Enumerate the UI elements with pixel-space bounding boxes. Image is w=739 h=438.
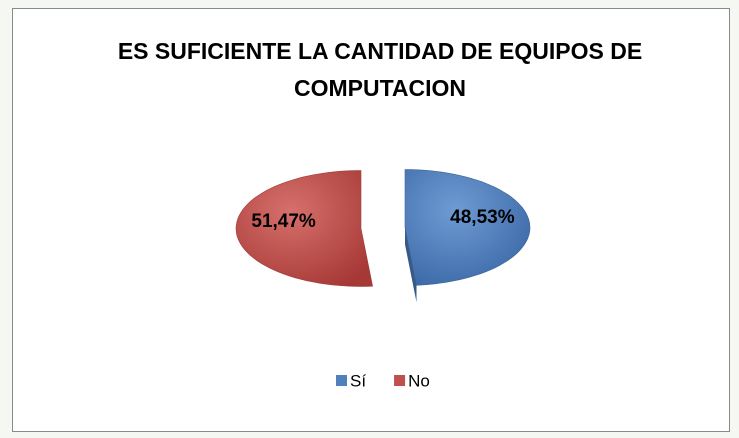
legend-swatch: [394, 375, 406, 386]
data-label: 51,47%: [251, 211, 316, 232]
data-label: 48,53%: [450, 207, 515, 228]
legend-label: No: [408, 371, 430, 390]
chart-area: [12, 8, 730, 432]
slice: [404, 169, 531, 286]
chart-title: ES SUFICIENTE LA CANTIDAD DE EQUIPOS DE …: [117, 38, 643, 101]
legend-label: Sí: [350, 371, 366, 390]
slice: [235, 170, 373, 287]
legend-swatch: [336, 375, 347, 386]
